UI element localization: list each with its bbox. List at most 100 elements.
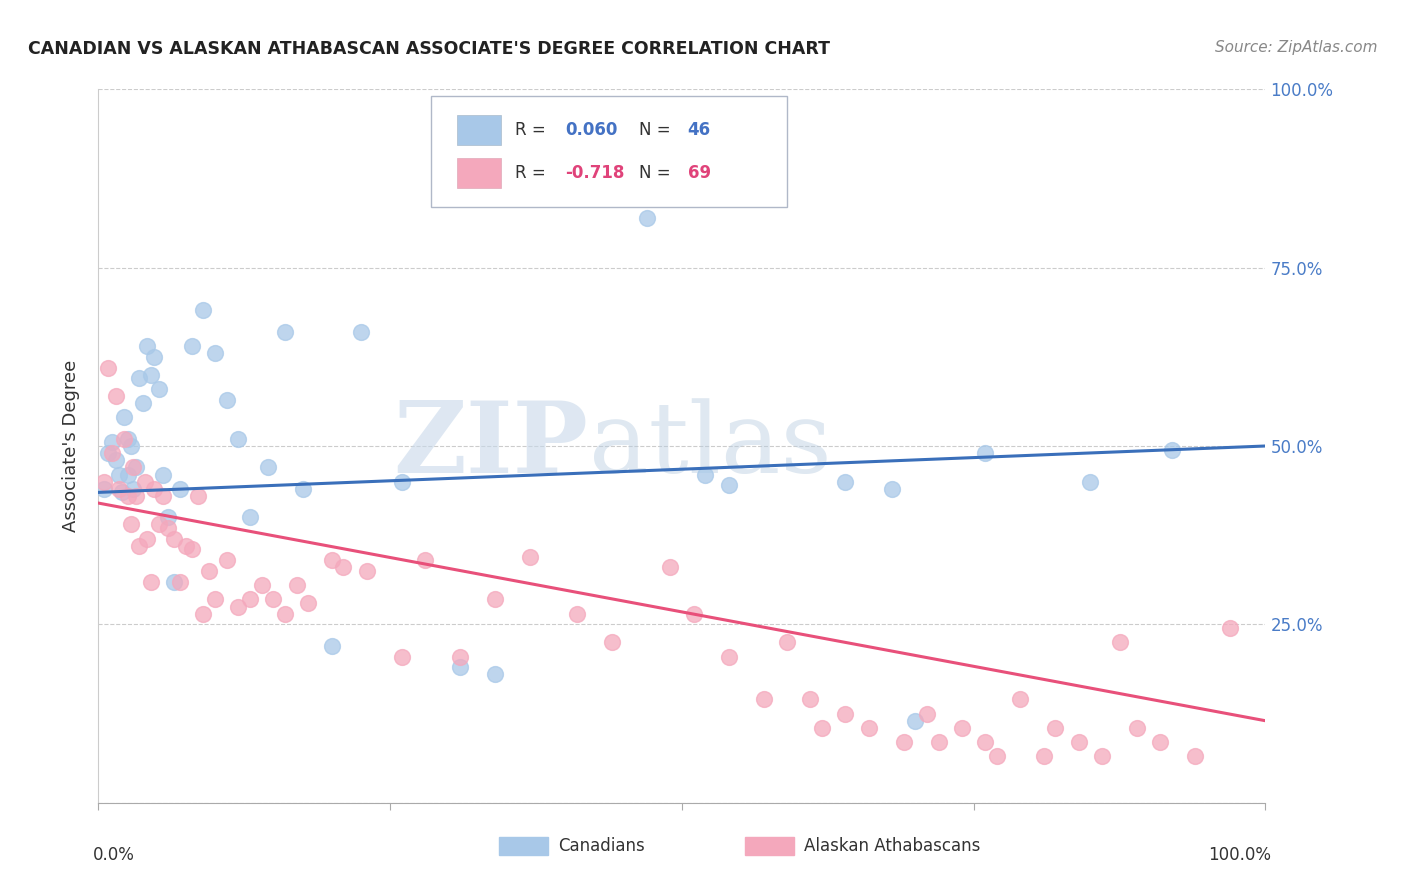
Text: N =: N = <box>638 164 676 182</box>
Point <box>834 475 856 489</box>
Point <box>600 635 623 649</box>
FancyBboxPatch shape <box>499 837 548 855</box>
Point <box>1045 721 1067 735</box>
Point <box>880 482 903 496</box>
Point <box>449 660 471 674</box>
Point <box>204 592 226 607</box>
FancyBboxPatch shape <box>432 96 787 207</box>
Point <box>321 553 343 567</box>
Point <box>163 532 186 546</box>
Point <box>391 649 413 664</box>
Point <box>1184 749 1206 764</box>
Point <box>228 432 250 446</box>
Point <box>125 460 148 475</box>
Point <box>636 211 658 225</box>
Point <box>950 721 973 735</box>
Point <box>120 517 142 532</box>
Text: Alaskan Athabascans: Alaskan Athabascans <box>804 837 980 855</box>
Point <box>169 574 191 589</box>
Point <box>108 482 131 496</box>
Y-axis label: Associate's Degree: Associate's Degree <box>62 359 80 533</box>
Point <box>449 649 471 664</box>
Point <box>157 510 180 524</box>
Point <box>128 371 150 385</box>
Point <box>174 539 197 553</box>
Point <box>484 592 506 607</box>
Point <box>132 396 155 410</box>
Point <box>659 175 682 189</box>
Point <box>122 460 145 475</box>
Text: Canadians: Canadians <box>558 837 645 855</box>
Point <box>1219 621 1241 635</box>
Point <box>695 467 717 482</box>
Text: 0.0%: 0.0% <box>93 846 135 863</box>
Point <box>128 539 150 553</box>
Point <box>776 635 799 649</box>
Point <box>565 607 588 621</box>
Point <box>117 467 139 482</box>
Point <box>285 578 308 592</box>
Point <box>111 485 134 500</box>
Point <box>120 439 142 453</box>
Text: R =: R = <box>515 121 551 139</box>
Point <box>193 303 215 318</box>
Point <box>274 325 297 339</box>
FancyBboxPatch shape <box>457 158 501 188</box>
Point <box>157 521 180 535</box>
Point <box>215 553 238 567</box>
Point <box>112 432 135 446</box>
Point <box>136 339 159 353</box>
Point <box>1149 735 1171 749</box>
Point <box>274 607 297 621</box>
Point <box>97 360 120 375</box>
Point <box>148 382 170 396</box>
Point <box>484 667 506 681</box>
Point <box>122 482 145 496</box>
Point <box>297 596 319 610</box>
Point <box>1080 475 1102 489</box>
Point <box>187 489 209 503</box>
FancyBboxPatch shape <box>457 115 501 145</box>
Point <box>1108 635 1130 649</box>
Text: 46: 46 <box>688 121 711 139</box>
Point <box>350 325 373 339</box>
Point <box>117 489 139 503</box>
Point <box>101 446 124 460</box>
Point <box>104 453 127 467</box>
Point <box>321 639 343 653</box>
Point <box>291 482 314 496</box>
Point <box>198 564 221 578</box>
Point <box>193 607 215 621</box>
Point <box>332 560 354 574</box>
Point <box>108 467 131 482</box>
Text: R =: R = <box>515 164 551 182</box>
Point <box>1032 749 1054 764</box>
Point <box>1067 735 1090 749</box>
Point <box>93 475 115 489</box>
Point <box>250 578 273 592</box>
Point <box>143 350 166 364</box>
Point <box>974 735 997 749</box>
Point <box>799 692 821 706</box>
Text: Source: ZipAtlas.com: Source: ZipAtlas.com <box>1215 40 1378 55</box>
Point <box>986 749 1008 764</box>
Point <box>134 475 156 489</box>
Point <box>356 564 378 578</box>
Point <box>717 649 740 664</box>
Point <box>136 532 159 546</box>
Point <box>93 482 115 496</box>
FancyBboxPatch shape <box>745 837 794 855</box>
Point <box>915 706 938 721</box>
Point <box>893 735 915 749</box>
Point <box>858 721 880 735</box>
Point <box>391 475 413 489</box>
Point <box>148 517 170 532</box>
Point <box>204 346 226 360</box>
Point <box>143 482 166 496</box>
Text: 100.0%: 100.0% <box>1208 846 1271 863</box>
Text: 0.060: 0.060 <box>565 121 617 139</box>
Text: -0.718: -0.718 <box>565 164 624 182</box>
Point <box>974 446 997 460</box>
Point <box>104 389 127 403</box>
Point <box>163 574 186 589</box>
